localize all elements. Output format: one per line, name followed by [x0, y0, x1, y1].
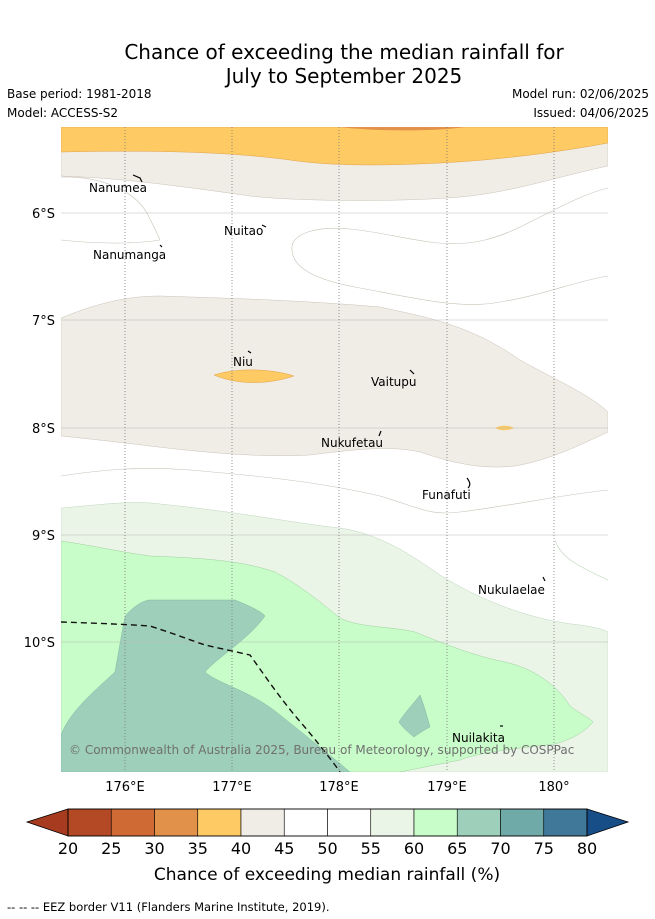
label-nuitao: Nuitao: [224, 224, 263, 238]
title-line-1: Chance of exceeding the median rainfall …: [124, 40, 564, 64]
colorbar-cell: [370, 808, 415, 837]
band-35-40-north: [61, 127, 608, 166]
colorbar-tick-label: 45: [274, 839, 294, 858]
issued-date: Issued: 04/06/2025: [533, 106, 649, 120]
label-nukufetau: Nukufetau: [321, 436, 383, 450]
label-vaitupu: Vaitupu: [371, 375, 417, 389]
label-nanumanga: Nanumanga: [93, 248, 166, 262]
label-nuilakita: Nuilakita: [452, 731, 505, 745]
island-nanumea: [132, 174, 143, 183]
graticule: [61, 127, 608, 772]
place-labels: Nanumea Nuitao Nanumanga Niu Vaitupu Nuk…: [89, 181, 545, 745]
colorbar-high-arrow: [586, 808, 630, 837]
colorbar-cell: [110, 808, 155, 837]
colorbar-cell: [456, 808, 501, 837]
island-nukulaelae: [542, 576, 546, 582]
colorbar-cell: [543, 808, 588, 837]
colorbar-tick-label: 20: [58, 839, 78, 858]
band-65-70-west: [61, 599, 351, 772]
contour-line: [61, 468, 608, 514]
contour-line: [291, 187, 608, 305]
colorbar-tick-label: 25: [101, 839, 121, 858]
map-title: Chance of exceeding the median rainfall …: [0, 40, 655, 88]
colorbar-cell: [283, 808, 328, 837]
island-niu: [247, 350, 252, 354]
island-vaitupu: [409, 369, 415, 375]
model-name: Model: ACCESS-S2: [7, 106, 119, 120]
colorbar-ticks: 20 25 30 35 40 45 50 55 60 65 70 75 80: [58, 839, 597, 858]
island-nukufetau: [378, 430, 382, 437]
copyright-notice: © Commonwealth of Australia 2025, Bureau…: [69, 743, 574, 757]
colorbar-low-arrow: [25, 808, 69, 837]
colorbar-frame: [67, 808, 588, 837]
colorbar-tick-label: 70: [490, 839, 510, 858]
colorbar-tick-label: 35: [188, 839, 208, 858]
colorbar-tick-label: 65: [447, 839, 467, 858]
model-run: Model run: 02/06/2025: [511, 87, 649, 101]
band-65-70-east: [398, 694, 431, 738]
lat-label: 9°S: [32, 529, 55, 544]
colorbar-tick-label: 60: [404, 839, 424, 858]
band-40-45-central: [61, 295, 608, 468]
colorbar-tick-label: 75: [534, 839, 554, 858]
colorbar-cell: [413, 808, 458, 837]
colorbar-cell: [327, 808, 372, 837]
label-nukulaelae: Nukulaelae: [478, 583, 545, 597]
rainfall-map: Nanumea Nuitao Nanumanga Niu Vaitupu Nuk…: [24, 127, 608, 795]
islands: [132, 174, 546, 727]
eez-border: [61, 621, 341, 772]
colorbar: 20 25 30 35 40 45 50 55 60 65 70 75 80 Chance of exc…: [25, 808, 630, 885]
island-nanumanga: [159, 244, 163, 248]
lat-label: 8°S: [32, 422, 55, 437]
base-period: Base period: 1981-2018: [7, 87, 152, 101]
lon-label: 180°: [538, 780, 569, 795]
colorbar-cell: [240, 808, 285, 837]
colorbar-tick-label: 30: [144, 839, 164, 858]
label-niu: Niu: [233, 355, 253, 369]
eez-footnote: -- -- -- EEZ border V11 (Flanders Marine…: [7, 900, 330, 914]
colorbar-cell: [154, 808, 199, 837]
lon-label: 179°E: [427, 780, 467, 795]
colorbar-cells: [67, 808, 588, 837]
lon-label: 176°E: [105, 780, 145, 795]
island-nuitao: [261, 224, 267, 228]
colorbar-tick-label: 55: [361, 839, 381, 858]
lat-labels: 6°S 7°S 8°S 9°S 10°S: [24, 207, 55, 651]
contour-line: [61, 239, 161, 244]
lat-label: 7°S: [32, 314, 55, 329]
lon-labels: 176°E 177°E 178°E 179°E 180°: [105, 780, 569, 795]
band-30-35-north: [340, 127, 465, 131]
map-field: Nanumea Nuitao Nanumanga Niu Vaitupu Nuk…: [61, 127, 608, 772]
colorbar-cell: [197, 808, 242, 837]
colorbar-tick-label: 80: [577, 839, 597, 858]
label-funafuti: Funafuti: [422, 488, 471, 502]
lon-label: 177°E: [212, 780, 252, 795]
colorbar-cell: [67, 808, 112, 837]
contour-line: [61, 176, 161, 241]
lat-label: 10°S: [24, 636, 55, 651]
colorbar-cell: [500, 808, 545, 837]
blob-35-40-niu: [213, 369, 295, 383]
lat-label: 6°S: [32, 207, 55, 222]
colorbar-tick-label: 50: [317, 839, 337, 858]
lon-label: 178°E: [319, 780, 359, 795]
island-funafuti: [466, 477, 471, 489]
label-nanumea: Nanumea: [89, 181, 147, 195]
contour-line: [554, 539, 608, 581]
colorbar-label: Chance of exceeding median rainfall (%): [154, 865, 500, 885]
colorbar-tick-label: 40: [231, 839, 251, 858]
title-line-2: July to September 2025: [225, 64, 463, 88]
